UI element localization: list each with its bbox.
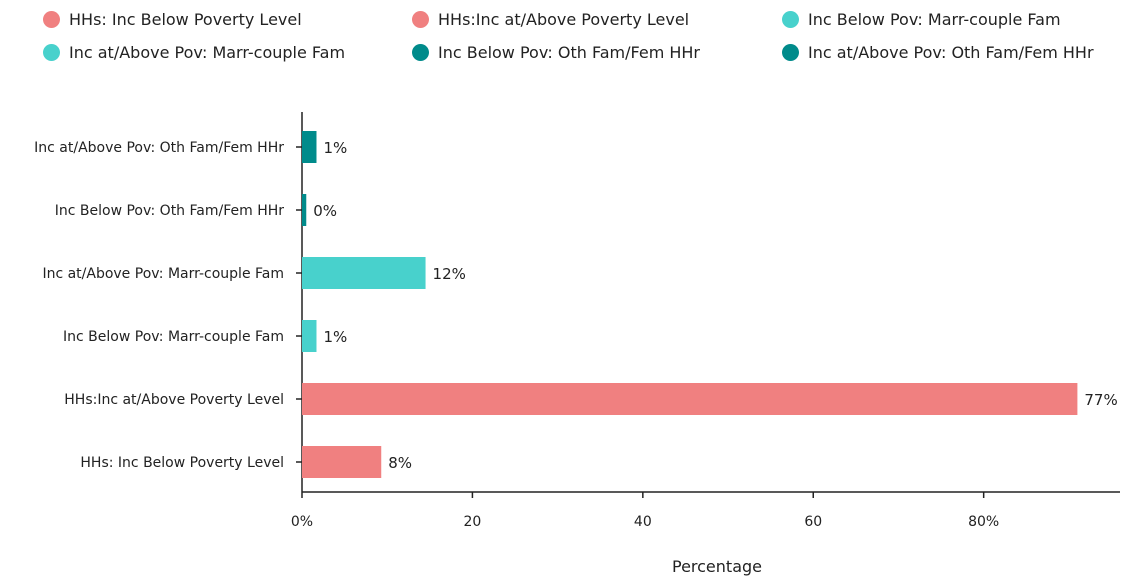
legend: HHs: Inc Below Poverty Level HHs:Inc at/… [0,0,1132,70]
bar [302,383,1078,415]
legend-label: Inc Below Pov: Oth Fam/Fem HHr [438,43,700,62]
bar-value-label: 0% [313,202,337,220]
x-tick-label: 40 [634,514,652,530]
legend-item-at-above-pov-marr-couple[interactable]: Inc at/Above Pov: Marr-couple Fam [43,43,345,62]
y-tick-label: HHs: Inc Below Poverty Level [80,455,284,471]
y-tick-label: Inc at/Above Pov: Marr-couple Fam [42,266,284,282]
bar-value-label: 1% [323,328,347,346]
legend-label: Inc at/Above Pov: Oth Fam/Fem HHr [808,43,1094,62]
legend-swatch [782,44,799,61]
x-tick-label: 80% [968,514,999,530]
legend-item-hhs-at-above-poverty[interactable]: HHs:Inc at/Above Poverty Level [412,10,689,29]
bar-value-label: 1% [323,139,347,157]
legend-item-hhs-below-poverty[interactable]: HHs: Inc Below Poverty Level [43,10,302,29]
legend-label: Inc at/Above Pov: Marr-couple Fam [69,43,346,62]
bar-value-label: 8% [388,454,412,472]
bar [302,131,317,163]
y-tick-label: HHs:Inc at/Above Poverty Level [64,392,284,408]
y-tick-label: Inc Below Pov: Oth Fam/Fem HHr [55,203,284,219]
y-tick-label: Inc at/Above Pov: Oth Fam/Fem HHr [34,140,284,156]
bar-value-label: 77% [1084,391,1117,409]
x-tick-label: 0% [291,514,313,530]
legend-swatch [412,44,429,61]
legend-item-below-pov-marr-couple[interactable]: Inc Below Pov: Marr-couple Fam [782,10,1061,29]
x-tick-label: 60 [804,514,822,530]
legend-swatch [412,11,429,28]
legend-swatch [782,11,799,28]
legend-item-at-above-pov-oth-fam[interactable]: Inc at/Above Pov: Oth Fam/Fem HHr [782,43,1094,62]
legend-label: HHs: Inc Below Poverty Level [69,10,302,29]
bar-value-label: 12% [433,265,466,283]
x-tick-label: 20 [464,514,482,530]
bar [302,320,317,352]
legend-swatch [43,44,60,61]
bar [302,194,307,226]
y-tick-label: Inc Below Pov: Marr-couple Fam [63,329,284,345]
legend-swatch [43,11,60,28]
legend-label: HHs:Inc at/Above Poverty Level [438,10,690,29]
bar [302,446,382,478]
legend-item-below-pov-oth-fam[interactable]: Inc Below Pov: Oth Fam/Fem HHr [412,43,700,62]
legend-label: Inc Below Pov: Marr-couple Fam [808,10,1061,29]
bar [302,257,426,289]
x-axis-title: Percentage [672,557,762,576]
